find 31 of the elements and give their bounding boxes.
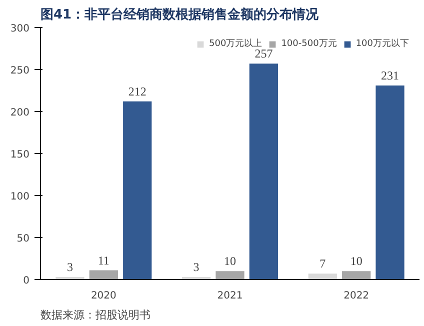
data-label: 3: [193, 260, 200, 274]
bar: [342, 271, 371, 280]
legend-label: 500万元以上: [209, 38, 262, 50]
y-tick-label: 150: [10, 150, 30, 160]
x-tick-label: 2021: [217, 290, 243, 302]
bar: [308, 274, 337, 280]
bar: [249, 64, 278, 280]
data-label: 231: [381, 68, 400, 82]
data-label: 7: [320, 256, 326, 271]
x-tick-label: 2022: [344, 290, 370, 302]
y-tick-label: 300: [10, 24, 30, 34]
y-tick-label: 100: [10, 192, 30, 202]
data-label: 11: [98, 253, 110, 268]
data-label: 10: [224, 254, 236, 268]
chart-title: 图41：非平台经销商数根据销售金额的分布情况: [40, 6, 320, 22]
y-tick-label: 250: [10, 66, 30, 76]
bar: [216, 271, 244, 280]
legend-label: 100万元以下: [356, 38, 409, 50]
data-label: 3: [66, 260, 73, 274]
data-label: 10: [350, 254, 362, 268]
y-tick-label: 200: [10, 108, 30, 118]
y-tick-label: 50: [16, 234, 30, 244]
data-label: 257: [254, 46, 273, 61]
bar: [123, 101, 152, 280]
bar: [376, 85, 404, 280]
source-note: 数据来源：招股说明书: [40, 308, 150, 322]
data-label: 212: [128, 84, 146, 98]
y-tick-label: 0: [23, 276, 30, 286]
bar: [89, 270, 118, 280]
legend-label: 100-500万元: [281, 38, 337, 50]
x-tick-label: 2020: [90, 290, 116, 302]
